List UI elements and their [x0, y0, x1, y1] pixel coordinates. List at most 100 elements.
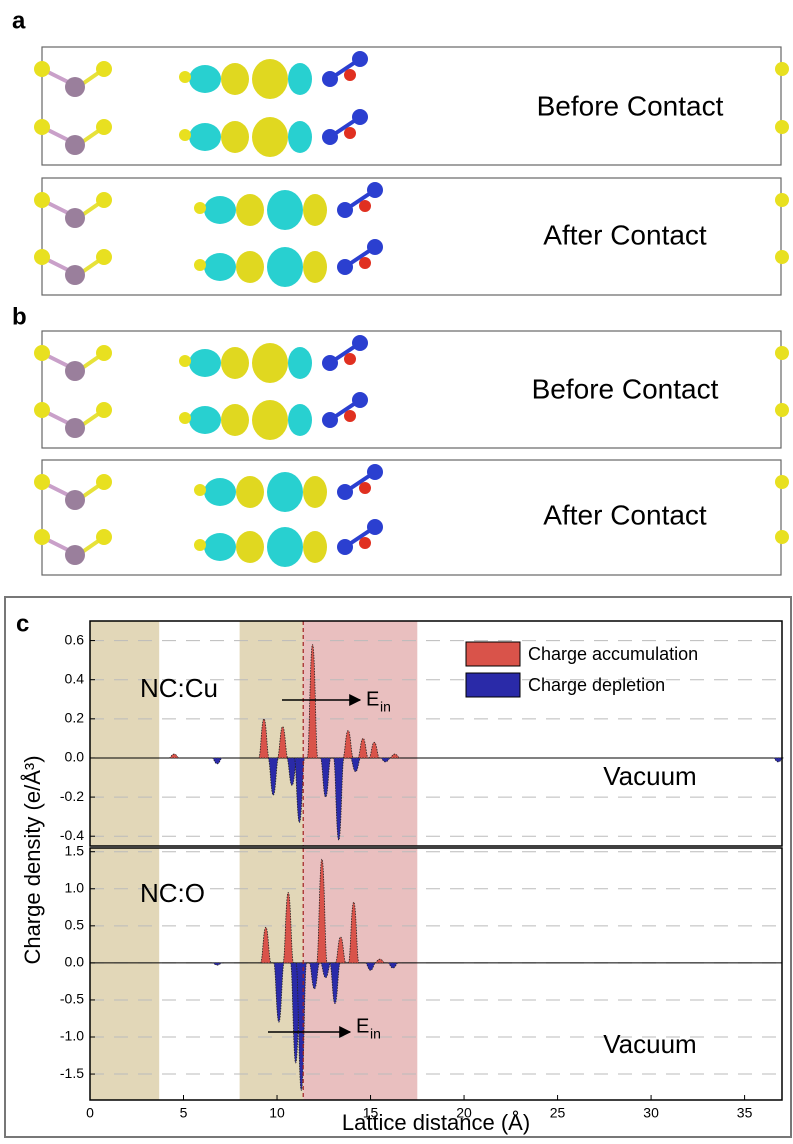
atom: [179, 71, 191, 83]
atom: [96, 402, 112, 418]
atom: [775, 120, 789, 134]
atom: [34, 119, 50, 135]
blob: [221, 121, 249, 153]
atom: [367, 519, 383, 535]
atom: [34, 474, 50, 490]
blob: [303, 476, 327, 508]
atom: [775, 403, 789, 417]
x-tick-label: 5: [180, 1105, 188, 1121]
atom: [337, 484, 353, 500]
blob: [236, 194, 264, 226]
y-tick-label: -1.5: [60, 1065, 84, 1081]
atom: [34, 249, 50, 265]
blob: [252, 343, 288, 383]
shaded-region: [90, 621, 159, 846]
blob: [303, 194, 327, 226]
atom: [194, 259, 206, 271]
y-tick-label: -0.4: [60, 827, 84, 843]
atom: [359, 200, 371, 212]
arrow-label: E: [366, 688, 379, 710]
atom: [367, 464, 383, 480]
panel-label: a: [12, 7, 26, 34]
region-label: Vacuum: [603, 761, 696, 791]
lobe: [212, 758, 222, 764]
box-label: Before Contact: [532, 373, 719, 404]
blob: [204, 533, 236, 561]
atom: [775, 475, 789, 489]
atom: [65, 361, 85, 381]
atom: [65, 208, 85, 228]
blob: [189, 123, 221, 151]
legend-label: Charge accumulation: [528, 644, 698, 664]
atom: [322, 355, 338, 371]
blob: [236, 251, 264, 283]
atom: [775, 62, 789, 76]
atom: [96, 249, 112, 265]
x-tick-label: 30: [643, 1105, 659, 1121]
plots: -0.4-0.20.00.20.40.6NC:CuVacuumEinCharge…: [20, 621, 784, 1135]
x-tick-label: 35: [737, 1105, 753, 1121]
atom: [337, 539, 353, 555]
atom: [34, 402, 50, 418]
lobe: [212, 963, 222, 965]
atom: [322, 412, 338, 428]
blob: [236, 531, 264, 563]
blob: [303, 251, 327, 283]
atom: [65, 265, 85, 285]
y-tick-label: -1.0: [60, 1028, 84, 1044]
blob: [221, 63, 249, 95]
blob: [189, 406, 221, 434]
shaded-region: [240, 621, 304, 846]
y-tick-label: -0.5: [60, 991, 84, 1007]
atom: [179, 129, 191, 141]
x-tick-label: 0: [86, 1105, 94, 1121]
box-label: Before Contact: [537, 90, 724, 121]
atom: [359, 537, 371, 549]
blob: [189, 349, 221, 377]
blob: [252, 117, 288, 157]
legend-swatch: [466, 642, 520, 666]
atom: [65, 77, 85, 97]
atom: [65, 135, 85, 155]
atom: [775, 250, 789, 264]
atom: [367, 239, 383, 255]
atom: [194, 539, 206, 551]
y-tick-label: 0.0: [65, 749, 85, 765]
atom: [344, 127, 356, 139]
blob: [267, 247, 303, 287]
atom: [367, 182, 383, 198]
atom: [34, 529, 50, 545]
lobe: [169, 754, 179, 758]
y-tick-label: 0.6: [65, 631, 85, 647]
blob: [288, 347, 312, 379]
blob: [303, 531, 327, 563]
box-label: After Contact: [543, 499, 707, 530]
blob: [221, 404, 249, 436]
blob: [189, 65, 221, 93]
panel-label: c: [16, 610, 29, 637]
blob: [267, 190, 303, 230]
atom: [352, 109, 368, 125]
x-axis-label: Lattice distance (Å): [342, 1110, 530, 1135]
blob: [236, 476, 264, 508]
blob: [204, 253, 236, 281]
atom: [194, 484, 206, 496]
atom: [352, 392, 368, 408]
legend-label: Charge depletion: [528, 675, 665, 695]
blob: [204, 196, 236, 224]
atom: [96, 345, 112, 361]
atom: [352, 335, 368, 351]
atom: [96, 192, 112, 208]
legend-swatch: [466, 673, 520, 697]
atom: [337, 202, 353, 218]
annotation: NC:O: [140, 878, 205, 908]
blob: [221, 347, 249, 379]
arrow-label: E: [356, 1015, 369, 1037]
atom: [775, 346, 789, 360]
atom: [359, 257, 371, 269]
y-tick-label: 0.2: [65, 710, 85, 726]
arrow-label-sub: in: [380, 699, 391, 715]
atom: [34, 345, 50, 361]
blob: [267, 527, 303, 567]
blob: [288, 404, 312, 436]
